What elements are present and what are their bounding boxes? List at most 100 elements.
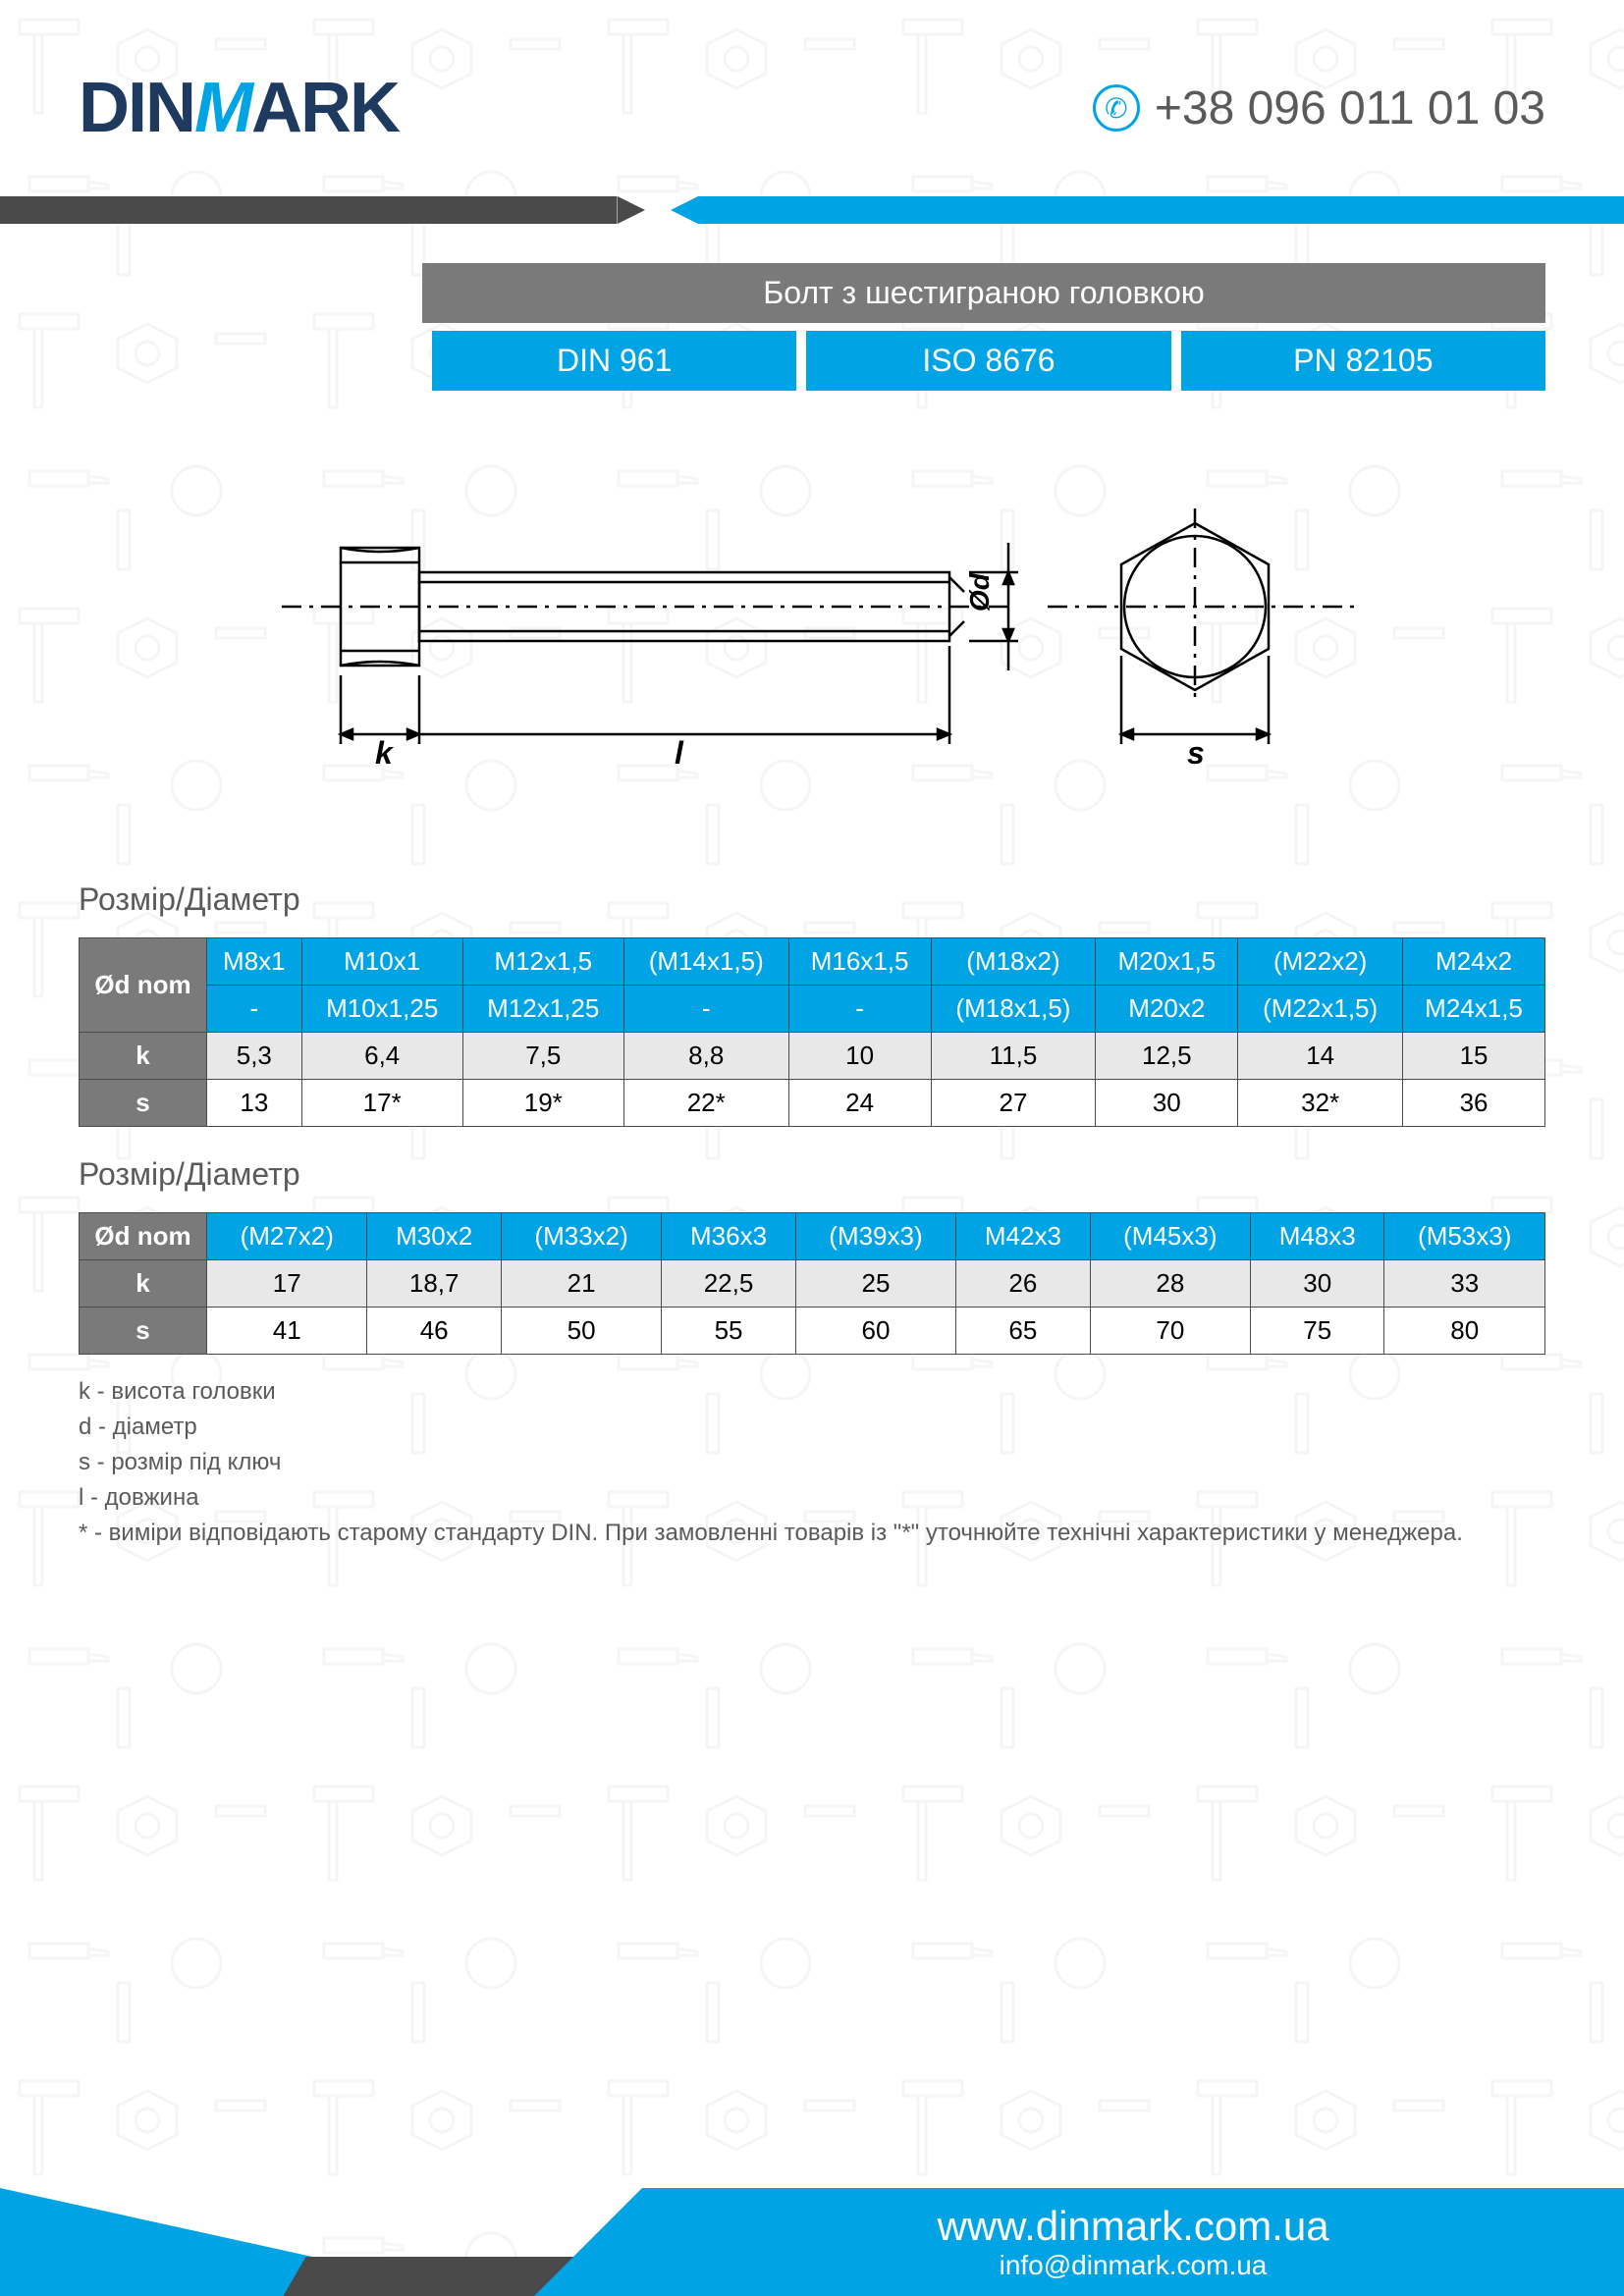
t1-s2: 17*: [301, 1080, 462, 1127]
t1-r1c1: M8x1: [207, 938, 302, 986]
phone-icon: ✆: [1093, 84, 1140, 132]
header: DINMARK ✆ +38 096 011 01 03: [0, 0, 1624, 196]
t1-k-label: k: [80, 1033, 207, 1080]
t1-r2c7: M20x2: [1096, 986, 1238, 1033]
t2-k9: 33: [1384, 1260, 1545, 1308]
t2-s8: 75: [1251, 1308, 1384, 1355]
title-bar: Болт з шестиграною головкою: [79, 263, 1545, 323]
phone-number: +38 096 011 01 03: [1155, 81, 1545, 135]
t2-s6: 65: [956, 1308, 1090, 1355]
spec-table-1: Ød nom M8x1 M10x1 M12x1,5 (M14x1,5) M16x…: [79, 937, 1545, 1127]
legend-note: * - виміри відповідають старому стандарт…: [79, 1516, 1545, 1551]
t1-k9: 15: [1403, 1033, 1545, 1080]
t1-r1c4: (M14x1,5): [623, 938, 788, 986]
standards-bar: DIN 961 ISO 8676 PN 82105: [79, 331, 1545, 391]
logo-din: DIN: [79, 69, 194, 147]
t1-r2c2: M10x1,25: [301, 986, 462, 1033]
t2-k2: 18,7: [367, 1260, 501, 1308]
logo-m: M: [194, 69, 251, 147]
t2-r1c5: (M39x3): [795, 1213, 955, 1260]
logo-ark: ARK: [251, 69, 399, 147]
t2-k6: 26: [956, 1260, 1090, 1308]
t1-r2c1: -: [207, 986, 302, 1033]
footer-right-block: www.dinmark.com.ua info@dinmark.com.ua: [642, 2188, 1624, 2296]
t1-r1c9: M24x2: [1403, 938, 1545, 986]
legend-d: d - діаметр: [79, 1410, 1545, 1445]
t2-r1c2: M30x2: [367, 1213, 501, 1260]
content: Болт з шестиграною головкою DIN 961 ISO …: [0, 224, 1624, 1590]
t1-r1c3: M12x1,5: [462, 938, 623, 986]
t1-k7: 12,5: [1096, 1033, 1238, 1080]
std-pn: PN 82105: [1181, 331, 1545, 391]
t1-k3: 7,5: [462, 1033, 623, 1080]
t2-k5: 25: [795, 1260, 955, 1308]
std-iso: ISO 8676: [806, 331, 1170, 391]
t2-r1c8: M48x3: [1251, 1213, 1384, 1260]
t2-s2: 46: [367, 1308, 501, 1355]
bolt-diagram: k l Ød s: [223, 450, 1401, 823]
t1-s6: 27: [931, 1080, 1096, 1127]
t2-r1c6: M42x3: [956, 1213, 1090, 1260]
t2-s1: 41: [207, 1308, 367, 1355]
t1-r1c2: M10x1: [301, 938, 462, 986]
t2-r1c9: (M53x3): [1384, 1213, 1545, 1260]
t1-s3: 19*: [462, 1080, 623, 1127]
t2-k1: 17: [207, 1260, 367, 1308]
t2-header-col: Ød nom: [80, 1213, 207, 1260]
t2-k4: 22,5: [662, 1260, 795, 1308]
t1-s9: 36: [1403, 1080, 1545, 1127]
t2-r1c3: (M33x2): [501, 1213, 661, 1260]
legend-s: s - розмір під ключ: [79, 1445, 1545, 1480]
t2-r1c1: (M27x2): [207, 1213, 367, 1260]
t1-header-col: Ød nom: [80, 938, 207, 1033]
t2-s-label: s: [80, 1308, 207, 1355]
t1-s-label: s: [80, 1080, 207, 1127]
t2-s7: 70: [1090, 1308, 1250, 1355]
t1-s5: 24: [788, 1080, 931, 1127]
t2-k7: 28: [1090, 1260, 1250, 1308]
t1-s7: 30: [1096, 1080, 1238, 1127]
t2-k8: 30: [1251, 1260, 1384, 1308]
t1-k8: 14: [1238, 1033, 1403, 1080]
t2-r1c4: M36x3: [662, 1213, 795, 1260]
t1-r1c5: M16x1,5: [788, 938, 931, 986]
t1-r2c9: M24x1,5: [1403, 986, 1545, 1033]
t1-r2c4: -: [623, 986, 788, 1033]
t1-k6: 11,5: [931, 1033, 1096, 1080]
spec-table-2: Ød nom (M27x2) M30x2 (M33x2) M36x3 (M39x…: [79, 1212, 1545, 1355]
dim-d-label: Ød: [964, 572, 995, 612]
std-din: DIN 961: [432, 331, 796, 391]
t2-k-label: k: [80, 1260, 207, 1308]
section-title-2: Розмір/Діаметр: [79, 1156, 1545, 1193]
footer-email: info@dinmark.com.ua: [1000, 2250, 1268, 2281]
t1-r2c5: -: [788, 986, 931, 1033]
dim-s-label: s: [1187, 735, 1205, 771]
header-stripe: [0, 196, 1624, 224]
t1-r1c7: M20x1,5: [1096, 938, 1238, 986]
t1-r1c8: (M22x2): [1238, 938, 1403, 986]
t1-r2c3: M12x1,25: [462, 986, 623, 1033]
t2-s5: 60: [795, 1308, 955, 1355]
t1-s8: 32*: [1238, 1080, 1403, 1127]
section-title-1: Розмір/Діаметр: [79, 881, 1545, 918]
t1-s4: 22*: [623, 1080, 788, 1127]
t2-s3: 50: [501, 1308, 661, 1355]
legend-l: l - довжина: [79, 1480, 1545, 1516]
t1-k2: 6,4: [301, 1033, 462, 1080]
logo: DINMARK: [79, 68, 399, 148]
t1-k5: 10: [788, 1033, 931, 1080]
dim-l-label: l: [675, 735, 684, 771]
t2-r1c7: (M45x3): [1090, 1213, 1250, 1260]
legend-k: k - висота головки: [79, 1374, 1545, 1410]
t1-s1: 13: [207, 1080, 302, 1127]
t1-k4: 8,8: [623, 1033, 788, 1080]
t2-s9: 80: [1384, 1308, 1545, 1355]
footer-website: www.dinmark.com.ua: [937, 2203, 1328, 2250]
t1-r2c6: (M18x1,5): [931, 986, 1096, 1033]
t1-r1c6: (M18x2): [931, 938, 1096, 986]
dim-k-label: k: [375, 735, 395, 771]
t2-s4: 55: [662, 1308, 795, 1355]
t1-k1: 5,3: [207, 1033, 302, 1080]
header-stripe-right: [618, 196, 1624, 224]
t1-r2c8: (M22x1,5): [1238, 986, 1403, 1033]
